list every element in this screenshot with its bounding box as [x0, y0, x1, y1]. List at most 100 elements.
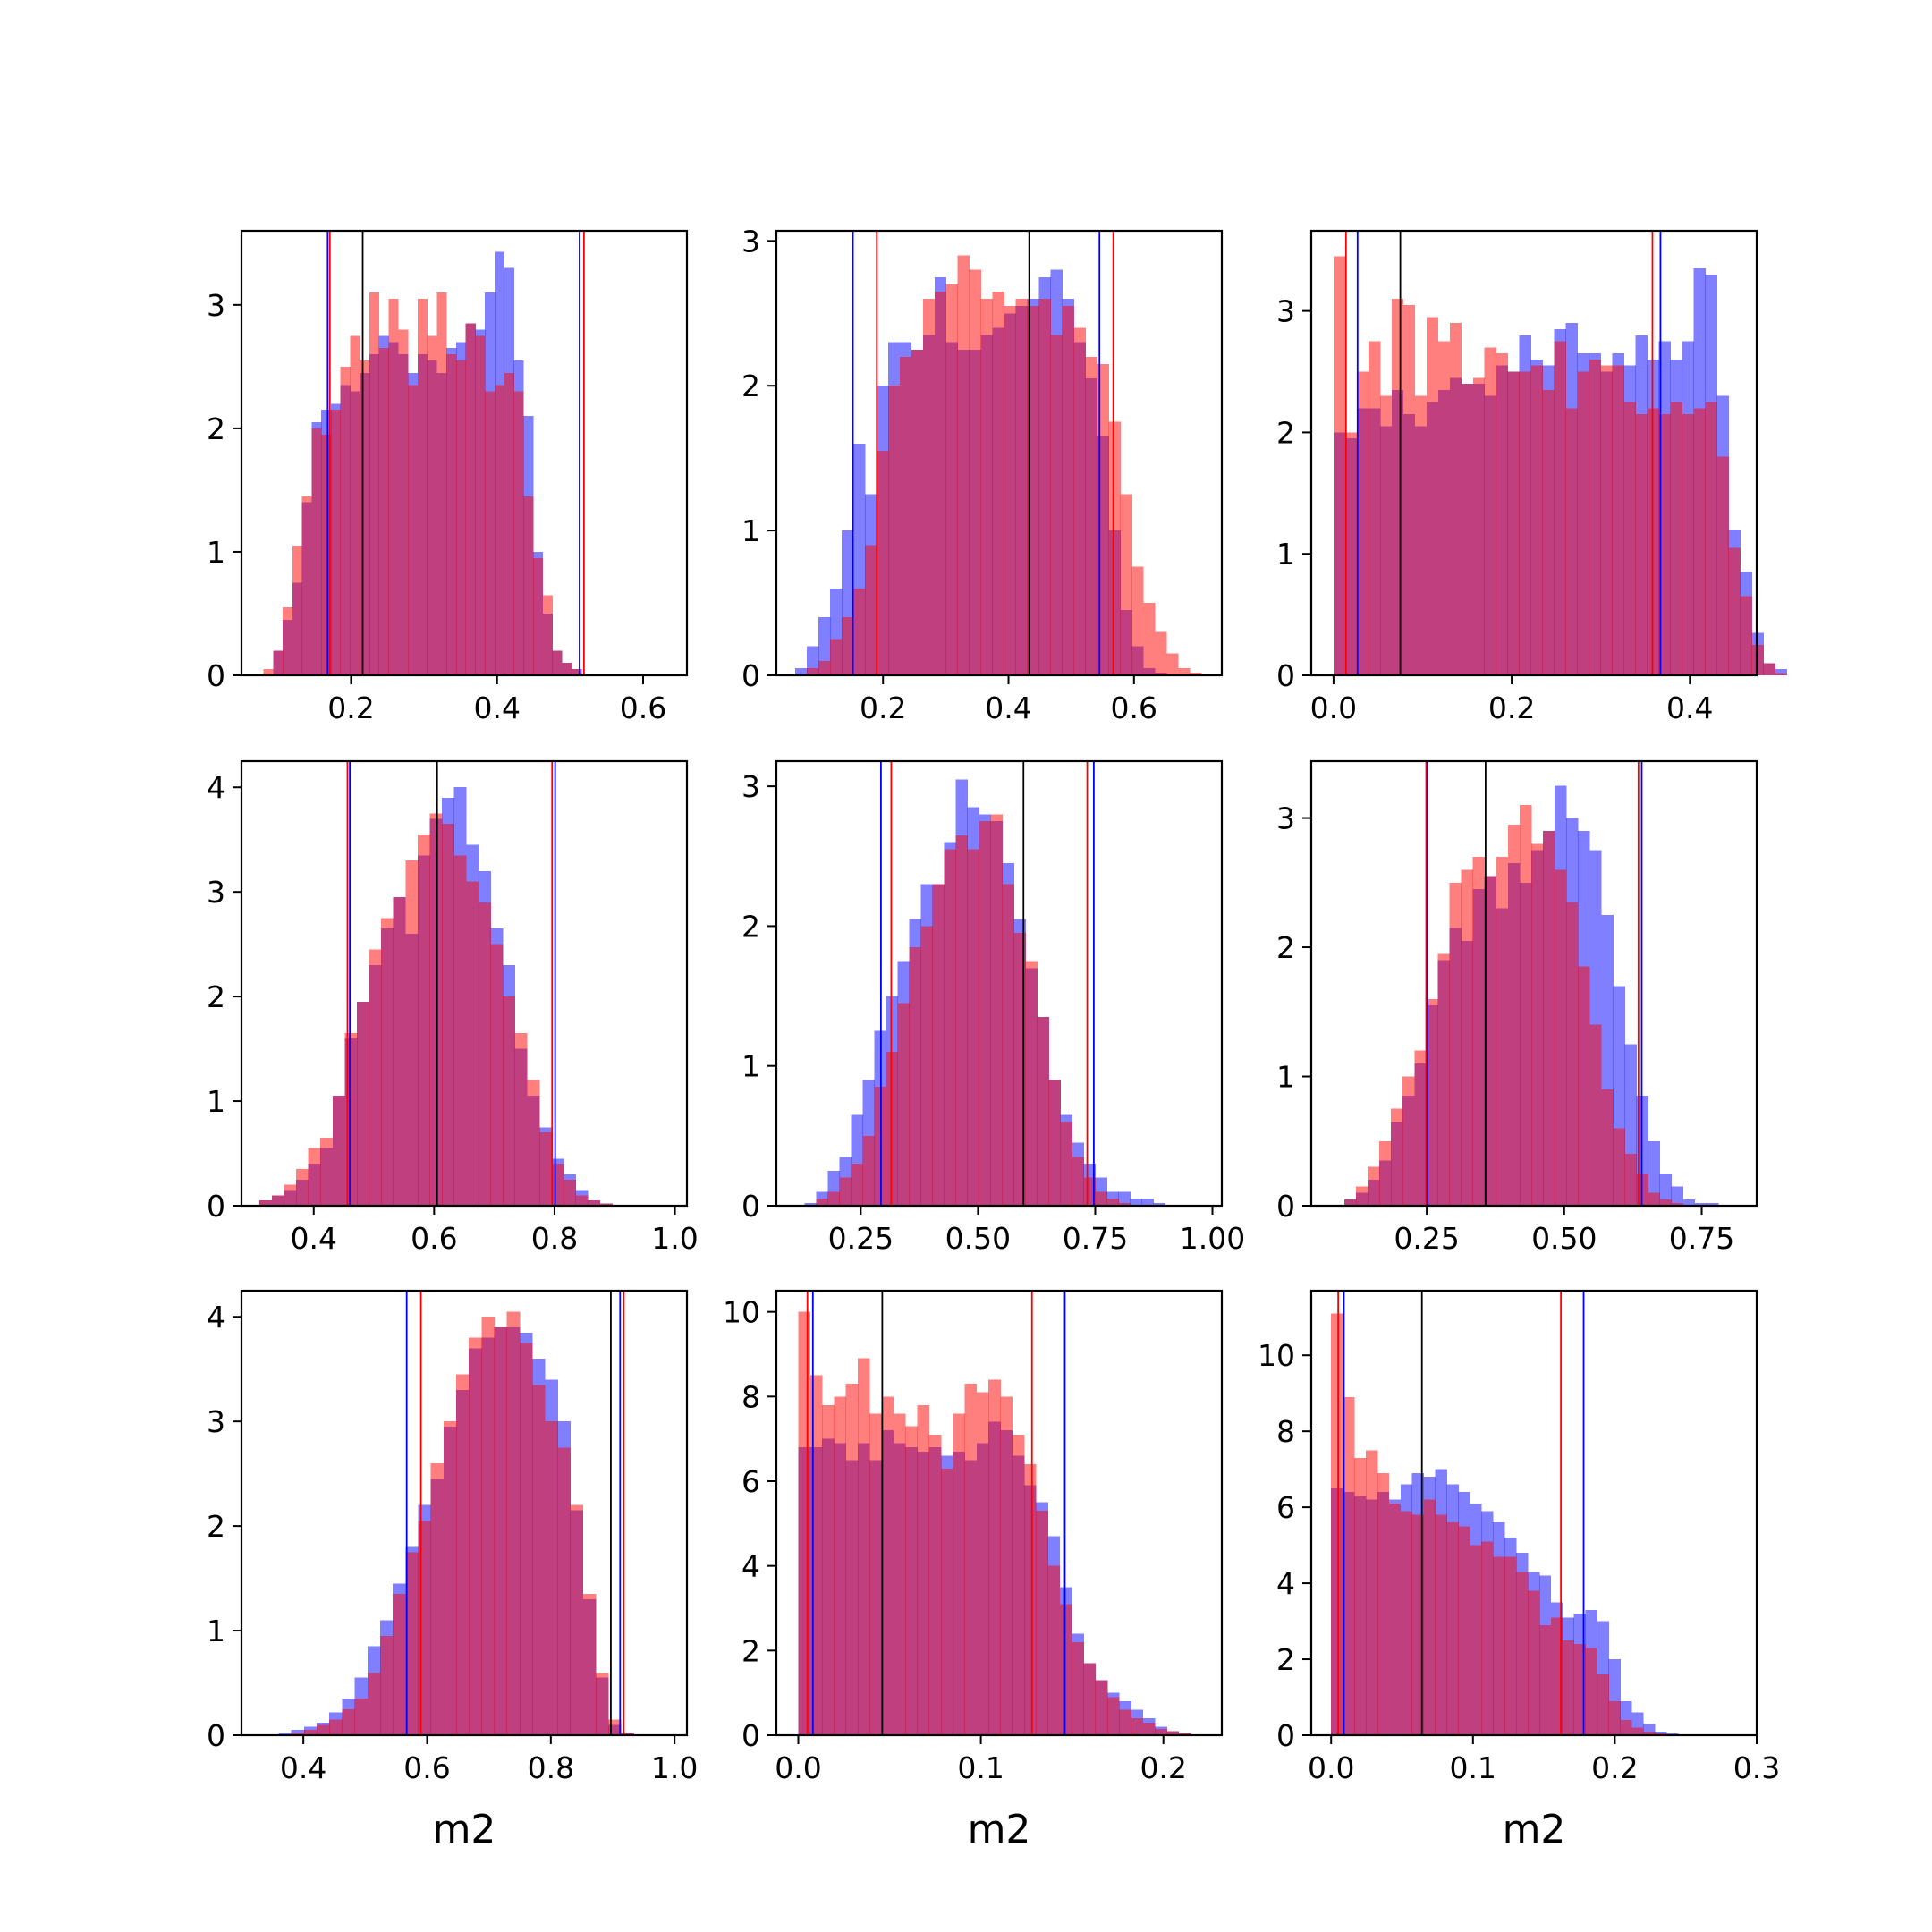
red-histogram-bar — [1671, 1203, 1684, 1206]
red-histogram-bar — [1648, 1192, 1661, 1206]
red-histogram-bar — [552, 650, 563, 675]
red-histogram-bar — [1426, 998, 1438, 1206]
red-histogram-bar — [953, 1413, 965, 1735]
red-histogram-bar — [1472, 377, 1486, 675]
red-histogram-bar — [944, 849, 956, 1206]
red-histogram-bar — [621, 1733, 634, 1735]
red-histogram-bar — [1118, 1202, 1131, 1206]
x-axis-label: m2 — [433, 1807, 496, 1852]
red-histogram-bar — [263, 669, 274, 675]
red-histogram-bar — [1050, 335, 1063, 675]
y-tick-label: 1 — [207, 535, 225, 570]
red-histogram-bar — [588, 1200, 601, 1206]
red-histogram-bar — [1493, 1556, 1505, 1735]
y-tick-label: 2 — [207, 979, 225, 1014]
blue-histogram-bar — [1141, 1199, 1154, 1206]
x-axis-label: m2 — [1503, 1807, 1566, 1852]
red-histogram-bar — [311, 428, 322, 675]
red-histogram-bar — [1693, 408, 1706, 675]
red-histogram-bar — [1659, 1199, 1673, 1206]
red-histogram-bar — [1437, 953, 1450, 1206]
red-histogram-bar — [1166, 653, 1179, 675]
red-histogram-bar — [1038, 299, 1051, 675]
red-histogram-bar — [330, 410, 342, 675]
red-histogram-bar — [398, 329, 409, 675]
red-histogram-bar — [557, 1447, 572, 1735]
red-histogram-bar — [1106, 1697, 1120, 1735]
red-histogram-bar — [1025, 961, 1038, 1206]
red-histogram-bar — [1516, 1572, 1529, 1735]
red-histogram-bar — [1507, 824, 1521, 1206]
red-histogram-bar — [1354, 1457, 1367, 1735]
red-histogram-bar — [1047, 1565, 1061, 1735]
red-histogram-bar — [852, 588, 866, 675]
red-histogram-bar — [1015, 299, 1028, 675]
red-histogram-bar — [1119, 1709, 1131, 1735]
red-histogram-bar — [292, 546, 302, 675]
red-histogram-bar — [945, 284, 959, 675]
red-histogram-bar — [417, 298, 428, 675]
red-histogram-bar — [1519, 371, 1532, 675]
x-tick-label: 0.8 — [531, 1221, 578, 1256]
red-histogram-bar — [350, 335, 360, 675]
red-histogram-bar — [344, 1033, 358, 1206]
x-tick-label: 0.2 — [1591, 1750, 1638, 1785]
subplot-r2-c1: 0.4 0.6 0.8 1.0 0 1 2 3 4 — [207, 759, 699, 1256]
red-histogram-bar — [1496, 856, 1509, 1206]
red-histogram-bar — [909, 946, 921, 1206]
y-tick-label: 0 — [1276, 1718, 1295, 1753]
red-histogram-bar — [1391, 299, 1404, 675]
red-histogram-bar — [1763, 663, 1775, 675]
subplot-r1-c1: 0.2 0.4 0.6 0 1 2 3 — [207, 229, 689, 725]
red-histogram-bar — [418, 1521, 432, 1735]
red-histogram-bar — [360, 360, 370, 675]
x-tick-label: 1.00 — [1180, 1221, 1245, 1256]
red-histogram-bar — [980, 299, 994, 675]
axes-frame — [775, 229, 1224, 677]
red-histogram-bar — [1682, 414, 1694, 675]
red-histogram-bar — [1131, 566, 1144, 675]
red-histogram-bar — [456, 1374, 470, 1735]
red-histogram-bar — [1095, 1680, 1108, 1735]
y-tick-label: 3 — [207, 1404, 225, 1439]
red-histogram-bar — [876, 451, 889, 675]
red-histogram-bar — [1355, 1186, 1368, 1206]
red-histogram-bar — [381, 918, 394, 1206]
y-tick-label: 2 — [741, 909, 760, 944]
red-histogram-bar — [466, 881, 479, 1206]
subplot-r3-c2: 0.0 0.1 0.2 0 2 4 6 8 10 m2 — [723, 1289, 1224, 1852]
blue-histogram-bar — [1682, 1199, 1696, 1206]
red-histogram-bar — [845, 1384, 859, 1735]
y-tick-label: 1 — [741, 513, 760, 548]
red-histogram-bar — [259, 1200, 273, 1206]
red-histogram-bar — [862, 1135, 875, 1206]
red-histogram-bar — [1504, 1556, 1517, 1735]
red-histogram-bar — [1751, 645, 1764, 675]
red-histogram-bar — [1027, 306, 1039, 675]
red-histogram-bar — [564, 1179, 577, 1206]
axes-frame — [240, 229, 689, 677]
red-histogram-bar — [1190, 672, 1202, 675]
red-histogram-bar — [523, 496, 534, 675]
red-histogram-bar — [369, 949, 382, 1206]
red-histogram-bar — [1023, 1464, 1037, 1735]
red-histogram-bar — [1036, 1511, 1048, 1735]
red-histogram-bar — [354, 1699, 369, 1735]
red-histogram-bar — [494, 1326, 508, 1735]
red-histogram-bar — [1658, 414, 1671, 675]
x-tick-label: 0.4 — [1666, 691, 1713, 725]
red-histogram-bar — [1538, 1624, 1552, 1735]
red-histogram-bar — [887, 386, 901, 675]
red-histogram-bar — [1155, 631, 1167, 675]
red-histogram-bar — [1550, 1617, 1563, 1735]
red-histogram-bar — [494, 385, 505, 675]
red-histogram-bar — [841, 617, 854, 675]
red-histogram-bar — [911, 349, 924, 675]
red-histogram-bar — [979, 821, 991, 1206]
red-histogram-bar — [1449, 882, 1462, 1206]
red-histogram-bar — [1120, 494, 1132, 675]
red-histogram-bar — [388, 298, 399, 675]
x-tick-label: 0.0 — [775, 1750, 821, 1785]
red-histogram-bar — [1643, 1731, 1656, 1735]
